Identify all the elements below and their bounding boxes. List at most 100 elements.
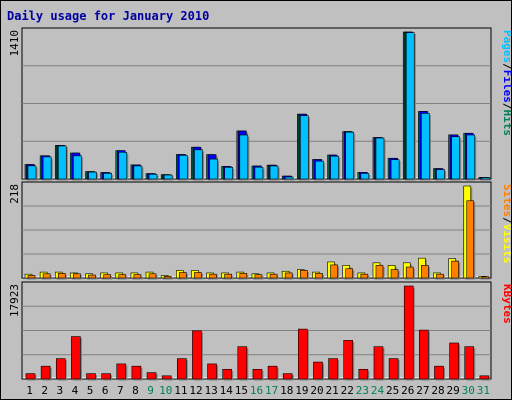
bar-sites-day-27-fill	[421, 265, 429, 279]
bar-sites-day-13	[209, 273, 219, 280]
x-tick-label-day-7: 7	[117, 384, 124, 397]
bar-pages-day-11-fill	[178, 155, 188, 180]
legend-sites: Sites	[501, 184, 511, 217]
bar-pages-day-12	[194, 149, 204, 181]
bar-kbytes-day-5	[86, 373, 98, 381]
bar-sites-day-28-fill	[436, 273, 444, 279]
bar-pages-day-31	[481, 177, 492, 181]
chart-title: Daily usage for January 2010	[7, 9, 210, 23]
bar-pages-day-5	[88, 171, 99, 181]
bar-pages-day-6-fill	[103, 173, 112, 180]
bar-sites-day-25	[390, 269, 400, 280]
bar-pages-day-14	[224, 167, 235, 181]
x-tick-label-day-15: 15	[235, 384, 248, 397]
legend-separator: /	[501, 63, 511, 70]
bar-kbytes-day-28	[434, 365, 445, 381]
bar-kbytes-day-11	[176, 358, 188, 381]
bar-sites-day-17	[269, 273, 279, 280]
bar-pages-day-24	[375, 137, 386, 181]
legend-separator: /	[501, 103, 511, 110]
bar-sites-day-1-fill	[27, 275, 36, 279]
bar-pages-day-27	[421, 113, 431, 181]
bar-kbytes-day-2-fill	[40, 365, 51, 380]
bar-kbytes-day-5-fill	[86, 373, 96, 380]
bar-kbytes-day-29	[449, 342, 461, 381]
bar-kbytes-day-22-fill	[343, 340, 354, 380]
bar-kbytes-day-31	[479, 375, 491, 381]
bar-pages-day-29	[451, 136, 462, 181]
bar-kbytes-day-4-fill	[71, 336, 81, 380]
x-tick-label-day-6: 6	[102, 384, 109, 397]
bar-sites-day-31-fill	[481, 276, 490, 279]
bar-kbytes-day-12-fill	[192, 330, 202, 380]
bar-kbytes-day-6	[101, 373, 113, 381]
bar-pages-day-29-fill	[451, 136, 460, 180]
bar-pages-day-4	[73, 155, 83, 181]
bar-kbytes-day-24	[373, 346, 385, 381]
bar-kbytes-day-18-fill	[282, 373, 293, 380]
bar-kbytes-day-19	[298, 328, 309, 381]
x-tick-label-day-16: 16	[250, 384, 263, 397]
bar-kbytes-day-20	[313, 361, 324, 381]
bar-kbytes-day-17	[267, 365, 279, 381]
bar-pages-day-3-fill	[57, 145, 67, 180]
bar-sites-day-22	[345, 268, 355, 280]
bar-pages-day-31-fill	[481, 177, 491, 180]
bar-sites-day-8-fill	[133, 274, 142, 279]
panel-hits_files_pages-max-label: 1410	[8, 30, 21, 57]
bar-sites-day-2	[42, 273, 52, 280]
bar-sites-day-14-fill	[224, 273, 232, 279]
bar-kbytes-day-23	[358, 368, 370, 381]
bar-pages-day-8	[133, 165, 144, 181]
bar-sites-day-16	[254, 274, 264, 280]
bar-sites-day-26	[405, 266, 415, 280]
x-tick-label-day-21: 21	[326, 384, 339, 397]
bar-kbytes-day-24-fill	[373, 346, 384, 380]
bar-kbytes-day-20-fill	[313, 361, 323, 380]
bar-pages-day-4-fill	[73, 155, 82, 180]
bar-sites-day-7	[118, 274, 128, 280]
panel-kbytes-legend: KBytes	[501, 284, 511, 324]
x-tick-label-day-1: 1	[26, 384, 33, 397]
bar-pages-day-25	[390, 159, 401, 181]
bar-pages-day-9-fill	[148, 174, 158, 180]
bar-pages-day-15-fill	[239, 134, 249, 180]
x-tick-label-day-13: 13	[204, 384, 217, 397]
bar-sites-day-13-fill	[209, 273, 217, 279]
bar-kbytes-day-25	[388, 358, 400, 381]
bar-sites-day-23	[360, 273, 370, 280]
bar-kbytes-day-14	[222, 368, 234, 381]
bar-pages-day-2-fill	[42, 156, 52, 180]
bar-kbytes-day-15-fill	[237, 346, 248, 380]
x-tick-label-day-11: 11	[174, 384, 187, 397]
bar-pages-day-30	[466, 134, 477, 181]
bar-sites-day-14	[224, 273, 234, 280]
bar-sites-day-18	[284, 272, 294, 280]
bar-kbytes-day-4	[71, 336, 82, 381]
bar-pages-day-23	[360, 173, 371, 181]
legend-files: Files	[501, 70, 511, 103]
bar-pages-day-20-fill	[315, 160, 324, 180]
bar-sites-day-4-fill	[73, 273, 81, 279]
bar-kbytes-day-18	[282, 373, 294, 381]
bar-sites-day-15	[239, 273, 249, 280]
bar-kbytes-day-16-fill	[252, 368, 263, 380]
bar-sites-day-28	[436, 273, 445, 280]
bar-kbytes-day-3	[55, 358, 67, 381]
bar-sites-day-10-fill	[163, 276, 172, 279]
bar-pages-day-6	[103, 173, 114, 181]
bar-pages-day-21	[330, 155, 341, 181]
bar-sites-day-24-fill	[375, 265, 384, 279]
bar-kbytes-day-29-fill	[449, 342, 459, 380]
bar-pages-day-11	[178, 155, 189, 181]
bar-pages-day-30-fill	[466, 134, 476, 180]
bar-sites-day-11	[178, 272, 188, 280]
x-tick-label-day-28: 28	[431, 384, 444, 397]
x-tick-label-day-10: 10	[159, 384, 172, 397]
bar-pages-day-26	[405, 32, 416, 181]
bar-sites-day-12-fill	[194, 272, 202, 279]
bar-pages-day-18	[284, 176, 295, 181]
x-tick-label-day-29: 29	[447, 384, 460, 397]
